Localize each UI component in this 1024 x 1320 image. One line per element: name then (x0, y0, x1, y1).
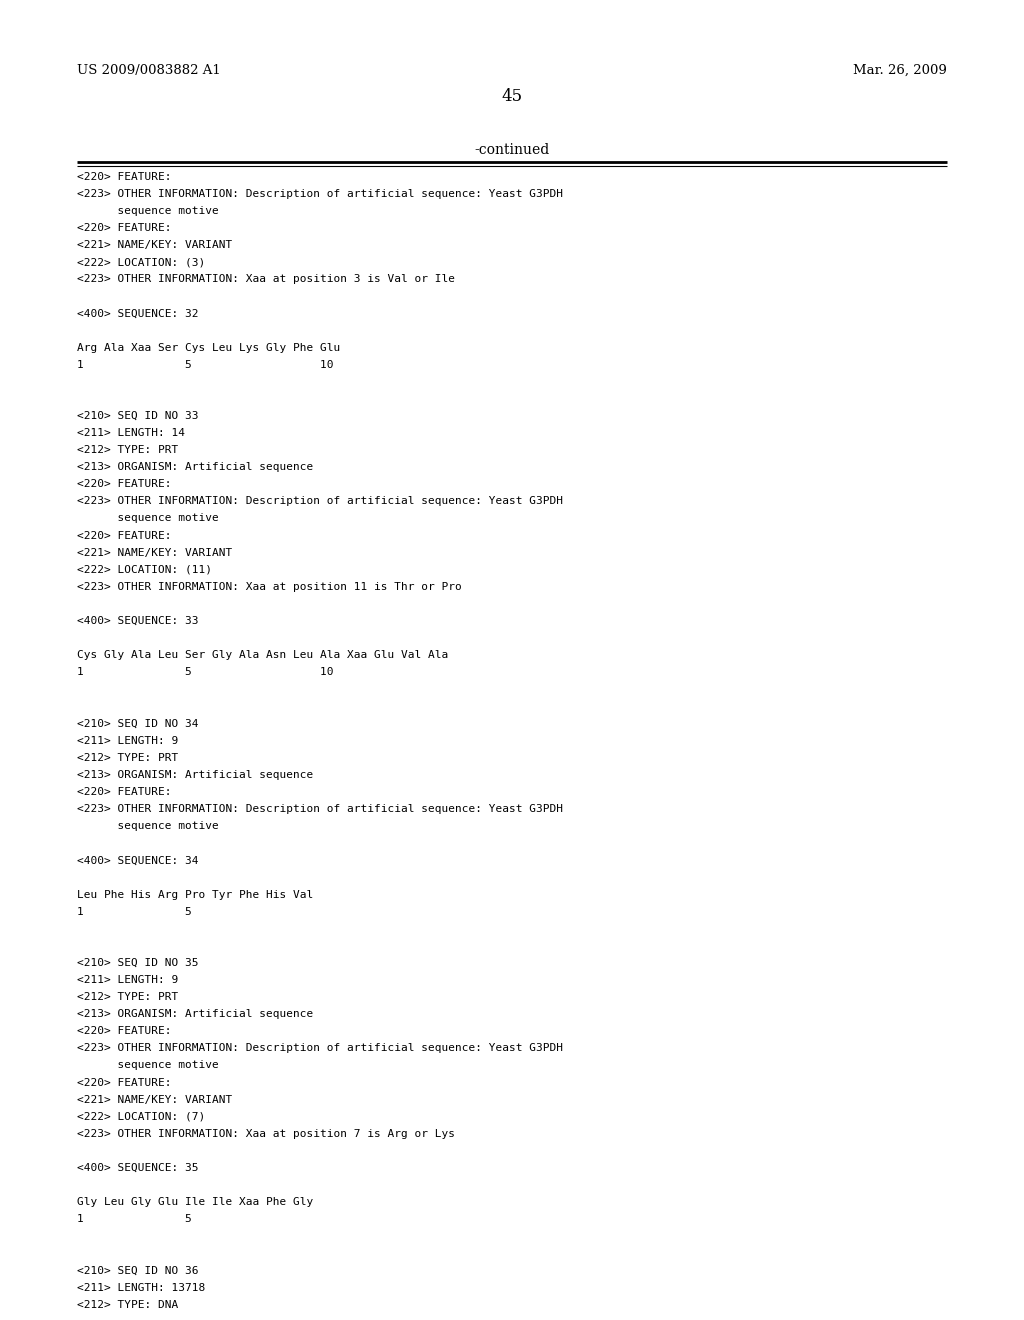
Text: <222> LOCATION: (3): <222> LOCATION: (3) (77, 257, 205, 267)
Text: <210> SEQ ID NO 35: <210> SEQ ID NO 35 (77, 958, 199, 968)
Text: <210> SEQ ID NO 36: <210> SEQ ID NO 36 (77, 1266, 199, 1275)
Text: <221> NAME/KEY: VARIANT: <221> NAME/KEY: VARIANT (77, 548, 232, 557)
Text: <221> NAME/KEY: VARIANT: <221> NAME/KEY: VARIANT (77, 240, 232, 249)
Text: <220> FEATURE:: <220> FEATURE: (77, 479, 171, 490)
Text: <220> FEATURE:: <220> FEATURE: (77, 1027, 171, 1036)
Text: <400> SEQUENCE: 32: <400> SEQUENCE: 32 (77, 309, 199, 318)
Text: sequence motive: sequence motive (77, 821, 218, 832)
Text: <213> ORGANISM: Artificial sequence: <213> ORGANISM: Artificial sequence (77, 1010, 313, 1019)
Text: <220> FEATURE:: <220> FEATURE: (77, 223, 171, 232)
Text: sequence motive: sequence motive (77, 513, 218, 524)
Text: <223> OTHER INFORMATION: Xaa at position 7 is Arg or Lys: <223> OTHER INFORMATION: Xaa at position… (77, 1129, 455, 1139)
Text: <223> OTHER INFORMATION: Description of artificial sequence: Yeast G3PDH: <223> OTHER INFORMATION: Description of … (77, 189, 563, 199)
Text: 1               5                   10: 1 5 10 (77, 359, 333, 370)
Text: <221> NAME/KEY: VARIANT: <221> NAME/KEY: VARIANT (77, 1094, 232, 1105)
Text: <220> FEATURE:: <220> FEATURE: (77, 531, 171, 541)
Text: Cys Gly Ala Leu Ser Gly Ala Asn Leu Ala Xaa Glu Val Ala: Cys Gly Ala Leu Ser Gly Ala Asn Leu Ala … (77, 651, 449, 660)
Text: <220> FEATURE:: <220> FEATURE: (77, 172, 171, 182)
Text: 1               5: 1 5 (77, 907, 191, 916)
Text: <400> SEQUENCE: 34: <400> SEQUENCE: 34 (77, 855, 199, 866)
Text: Arg Ala Xaa Ser Cys Leu Lys Gly Phe Glu: Arg Ala Xaa Ser Cys Leu Lys Gly Phe Glu (77, 343, 340, 352)
Text: 1               5: 1 5 (77, 1214, 191, 1225)
Text: Leu Phe His Arg Pro Tyr Phe His Val: Leu Phe His Arg Pro Tyr Phe His Val (77, 890, 313, 899)
Text: <210> SEQ ID NO 33: <210> SEQ ID NO 33 (77, 411, 199, 421)
Text: <222> LOCATION: (11): <222> LOCATION: (11) (77, 565, 212, 574)
Text: <210> SEQ ID NO 34: <210> SEQ ID NO 34 (77, 718, 199, 729)
Text: -continued: -continued (474, 143, 550, 157)
Text: <212> TYPE: PRT: <212> TYPE: PRT (77, 752, 178, 763)
Text: <220> FEATURE:: <220> FEATURE: (77, 787, 171, 797)
Text: sequence motive: sequence motive (77, 1060, 218, 1071)
Text: <222> LOCATION: (7): <222> LOCATION: (7) (77, 1111, 205, 1122)
Text: US 2009/0083882 A1: US 2009/0083882 A1 (77, 63, 220, 77)
Text: <223> OTHER INFORMATION: Xaa at position 3 is Val or Ile: <223> OTHER INFORMATION: Xaa at position… (77, 275, 455, 284)
Text: <223> OTHER INFORMATION: Description of artificial sequence: Yeast G3PDH: <223> OTHER INFORMATION: Description of … (77, 1043, 563, 1053)
Text: <400> SEQUENCE: 35: <400> SEQUENCE: 35 (77, 1163, 199, 1173)
Text: <212> TYPE: PRT: <212> TYPE: PRT (77, 993, 178, 1002)
Text: <213> ORGANISM: Artificial sequence: <213> ORGANISM: Artificial sequence (77, 770, 313, 780)
Text: <400> SEQUENCE: 33: <400> SEQUENCE: 33 (77, 616, 199, 626)
Text: 1               5                   10: 1 5 10 (77, 668, 333, 677)
Text: <211> LENGTH: 13718: <211> LENGTH: 13718 (77, 1283, 205, 1292)
Text: <223> OTHER INFORMATION: Xaa at position 11 is Thr or Pro: <223> OTHER INFORMATION: Xaa at position… (77, 582, 462, 591)
Text: sequence motive: sequence motive (77, 206, 218, 215)
Text: <223> OTHER INFORMATION: Description of artificial sequence: Yeast G3PDH: <223> OTHER INFORMATION: Description of … (77, 496, 563, 507)
Text: <213> ORGANISM: Artificial sequence: <213> ORGANISM: Artificial sequence (77, 462, 313, 473)
Text: <211> LENGTH: 14: <211> LENGTH: 14 (77, 428, 184, 438)
Text: Mar. 26, 2009: Mar. 26, 2009 (853, 63, 947, 77)
Text: <211> LENGTH: 9: <211> LENGTH: 9 (77, 735, 178, 746)
Text: <211> LENGTH: 9: <211> LENGTH: 9 (77, 975, 178, 985)
Text: <223> OTHER INFORMATION: Description of artificial sequence: Yeast G3PDH: <223> OTHER INFORMATION: Description of … (77, 804, 563, 814)
Text: Gly Leu Gly Glu Ile Ile Xaa Phe Gly: Gly Leu Gly Glu Ile Ile Xaa Phe Gly (77, 1197, 313, 1208)
Text: <212> TYPE: DNA: <212> TYPE: DNA (77, 1300, 178, 1309)
Text: <220> FEATURE:: <220> FEATURE: (77, 1077, 171, 1088)
Text: 45: 45 (502, 88, 522, 106)
Text: <212> TYPE: PRT: <212> TYPE: PRT (77, 445, 178, 455)
